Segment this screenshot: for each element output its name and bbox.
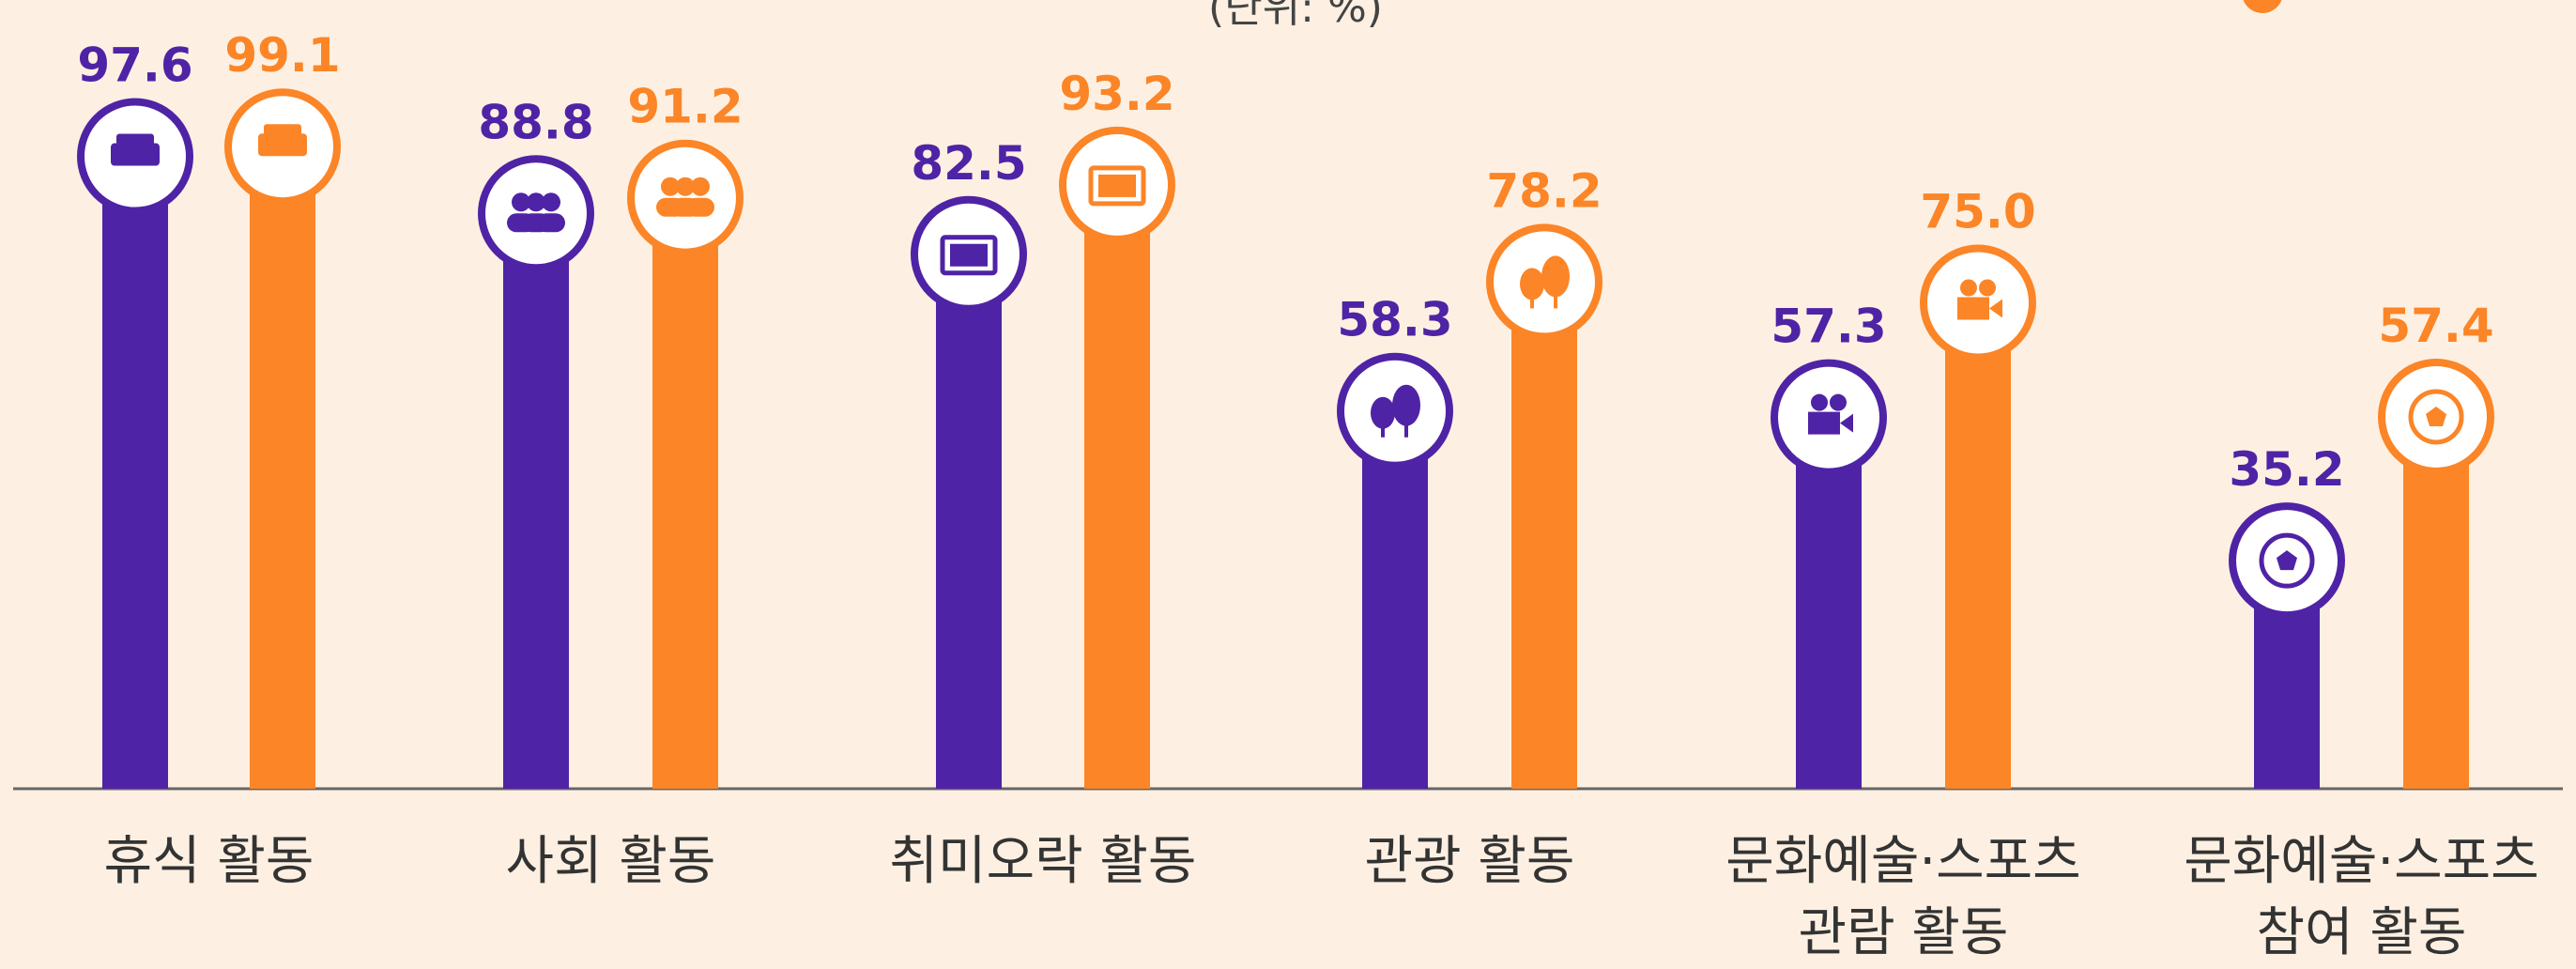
bar [652, 197, 718, 790]
icon-shape [1404, 420, 1408, 438]
icon-shape [1840, 413, 1853, 433]
legend-swatch [2243, 0, 2282, 13]
icon [1371, 384, 1420, 438]
icon [2259, 532, 2315, 589]
icon-shape [1979, 279, 1996, 297]
icon-shape [950, 243, 988, 267]
icon-shape [1957, 297, 1989, 320]
icon-shape [1530, 291, 1534, 309]
bar [936, 254, 1002, 789]
category-label: 취미오락 활동 [889, 831, 1197, 892]
icon [940, 235, 998, 276]
icon-shape [1811, 393, 1828, 411]
bar [1511, 282, 1577, 789]
icon-shape [1088, 165, 1146, 207]
bar [250, 146, 315, 789]
icon-shape [2408, 389, 2464, 445]
icon-shape [940, 235, 998, 276]
value-label: 82.5 [911, 136, 1026, 191]
icon-shape [1381, 420, 1385, 438]
icon-shape [1830, 393, 1847, 411]
icon-shape [1098, 174, 1136, 197]
icon-shape [1541, 255, 1570, 298]
icon-shape [258, 133, 307, 157]
icon-shape [1392, 384, 1420, 426]
icon-shape [527, 192, 545, 212]
category-label: 문화예술·스포츠 관람 활동 [1725, 831, 2081, 963]
value-label: 57.4 [2378, 299, 2493, 353]
value-label: 35.2 [2229, 442, 2344, 497]
icon [1808, 393, 1853, 435]
icon-shape [671, 197, 699, 217]
value-label: 57.3 [1771, 300, 1886, 354]
icon-shape [522, 213, 550, 233]
value-label: 58.3 [1337, 293, 1452, 347]
icon-shape [116, 133, 154, 146]
icon-shape [542, 192, 560, 212]
icon [1088, 165, 1146, 207]
icon-shape [264, 124, 301, 136]
icon-shape [2426, 406, 2446, 426]
bar [1796, 417, 1862, 789]
category-label: 사회 활동 [505, 831, 716, 892]
icon-shape [676, 177, 695, 196]
icon [1957, 279, 2002, 320]
value-label: 91.2 [627, 80, 743, 134]
bar [503, 213, 569, 789]
bar [2403, 416, 2469, 789]
icon-shape [1960, 279, 1977, 297]
icon [111, 133, 160, 166]
icon-shape [691, 177, 710, 196]
icon-shape [2259, 532, 2315, 589]
bar [1362, 410, 1428, 789]
bar [102, 156, 168, 789]
category-label: 관광 활동 [1364, 831, 1575, 892]
icon-shape [111, 143, 160, 166]
icon-shape [512, 192, 530, 212]
subtitle-text: (단위: %) [1208, 0, 1383, 32]
category-label: 문화예술·스포츠 참여 활동 [2184, 831, 2539, 963]
icon [656, 177, 714, 217]
value-label: 88.8 [478, 95, 593, 149]
value-label: 93.2 [1059, 67, 1174, 121]
bar [1084, 184, 1150, 790]
icon-shape [1989, 299, 2002, 318]
value-label: 78.2 [1486, 163, 1602, 218]
icon-shape [661, 177, 680, 196]
icon [258, 124, 307, 157]
bar [1945, 302, 2011, 789]
icon [1520, 255, 1570, 309]
icon [2408, 389, 2464, 445]
category-label: 휴식 활동 [103, 831, 314, 892]
value-label: 97.6 [77, 38, 192, 93]
icon-shape [1554, 291, 1557, 309]
icon-shape [1371, 396, 1395, 429]
value-label: 99.1 [224, 28, 340, 83]
value-label: 75.0 [1920, 185, 2035, 239]
icon-shape [2277, 550, 2297, 571]
icon [507, 192, 565, 233]
icon-shape [1520, 268, 1544, 300]
icon-shape [1808, 411, 1840, 435]
